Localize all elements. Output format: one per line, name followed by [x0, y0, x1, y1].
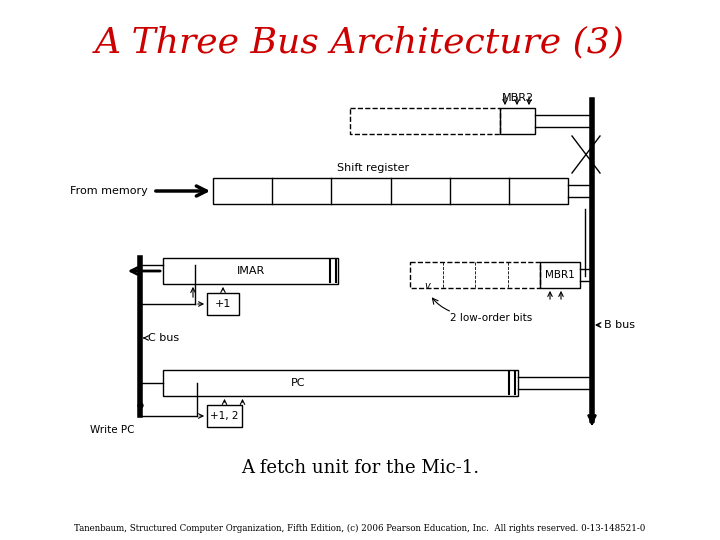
Bar	[540, 262, 580, 288]
Text: From memory: From memory	[71, 186, 148, 196]
Bar	[207, 293, 239, 315]
Text: PC: PC	[291, 378, 305, 388]
Text: A fetch unit for the Mic-1.: A fetch unit for the Mic-1.	[241, 459, 479, 477]
Text: +1: +1	[215, 299, 231, 309]
Bar	[410, 262, 540, 288]
Text: Write PC: Write PC	[91, 425, 135, 435]
Text: MBR1: MBR1	[545, 270, 575, 280]
Bar	[163, 258, 338, 284]
Text: v: v	[424, 281, 430, 291]
Bar	[207, 405, 242, 427]
Text: MBR2: MBR2	[501, 93, 534, 103]
Bar	[213, 178, 568, 204]
Text: B bus: B bus	[604, 320, 635, 330]
Bar	[163, 370, 518, 396]
Text: +1, 2: +1, 2	[210, 411, 239, 421]
Bar	[350, 108, 500, 134]
Bar	[500, 108, 535, 134]
Text: IMAR: IMAR	[236, 266, 265, 276]
Text: Shift register: Shift register	[337, 163, 409, 173]
Text: 2 low-order bits: 2 low-order bits	[450, 313, 532, 323]
Text: C bus: C bus	[148, 333, 179, 343]
Text: Tanenbaum, Structured Computer Organization, Fifth Edition, (c) 2006 Pearson Edu: Tanenbaum, Structured Computer Organizat…	[74, 523, 646, 532]
Text: A Three Bus Architecture (3): A Three Bus Architecture (3)	[95, 25, 625, 59]
